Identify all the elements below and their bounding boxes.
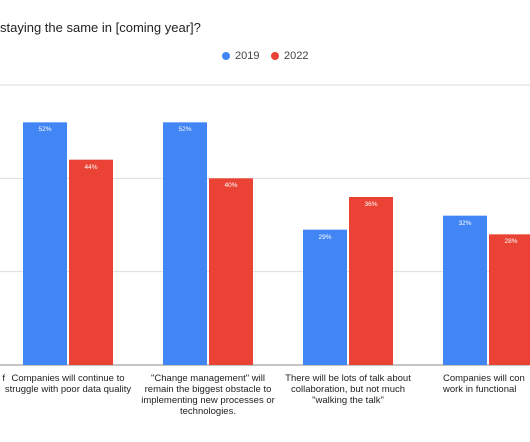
bar-2019-4 <box>443 215 487 365</box>
bar-2019-2 <box>163 122 207 365</box>
bar-2022-2 <box>209 178 253 365</box>
data-label-2022-3: 36% <box>364 201 378 208</box>
data-label-2022-2: 40% <box>224 182 238 190</box>
bar-2022-1 <box>69 159 113 365</box>
legend-item-2019: 2019 <box>222 50 259 62</box>
data-label-2019-2: 52% <box>178 126 192 134</box>
data-label-2022-1: 44% <box>84 163 98 171</box>
bar-2022-4 <box>489 234 530 365</box>
bar-2022-3 <box>349 197 393 365</box>
bar-2019-1 <box>23 122 67 365</box>
chart-title: staying the same in [coming year]? <box>0 20 201 35</box>
legend-label-2022: 2022 <box>284 50 309 62</box>
data-label-2022-4: 28% <box>504 238 518 246</box>
category-label-3: There will be lots of talk about collabo… <box>285 373 411 406</box>
bar-2019-3 <box>303 229 347 365</box>
category-label-0: f <box>2 373 5 384</box>
legend-swatch-2022 <box>271 52 279 60</box>
category-label-1: Companies will continue to struggle with… <box>4 373 132 395</box>
data-label-2019-3: 29% <box>318 233 332 241</box>
legend-swatch-2019 <box>222 52 230 60</box>
data-label-2019-1: 52% <box>38 126 52 134</box>
legend-label-2019: 2019 <box>235 50 260 62</box>
legend-item-2022: 2022 <box>271 50 308 62</box>
data-label-2019-4: 32% <box>458 219 472 227</box>
category-label-4: Companies will con work in functional <box>443 373 525 395</box>
category-label-2: "Change management" will remain the bigg… <box>141 373 275 417</box>
legend: 2019 2022 <box>0 50 530 66</box>
